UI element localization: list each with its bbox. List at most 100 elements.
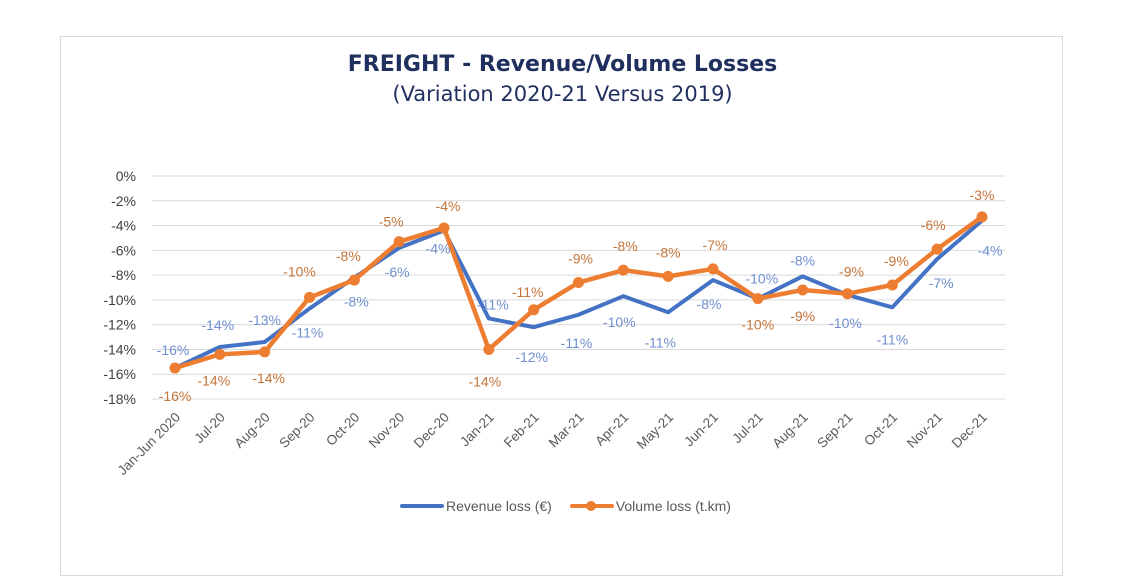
data-label-volume: -3% (970, 187, 995, 203)
data-label-volume: -8% (613, 238, 638, 254)
data-label-revenue: -6% (385, 264, 410, 280)
x-tick-label: Jan-Jun 2020 (115, 410, 183, 478)
x-tick-label: Jan-21 (457, 410, 497, 450)
x-tick-label: Feb-21 (501, 410, 542, 451)
y-tick-label: -16% (103, 366, 136, 382)
data-point-volume (752, 293, 764, 305)
data-label-volume: -9% (568, 251, 593, 267)
legend-item-volume[interactable]: Volume loss (t.km) (569, 498, 731, 514)
y-axis-ticks: 0% -2% -4% -6% -8% -10% -12% -14% -16% -18% (103, 168, 136, 407)
x-tick-label: Dec-21 (949, 410, 990, 451)
data-label-revenue: -7% (929, 275, 954, 291)
data-label-volume: -8% (656, 244, 681, 260)
x-tick-label: Mar-21 (546, 410, 587, 451)
x-tick-label: Nov-20 (366, 410, 407, 451)
y-tick-label: -10% (103, 292, 136, 308)
data-point-volume (842, 288, 853, 300)
data-label-volume: -14% (197, 372, 230, 388)
data-label-revenue: -10% (603, 314, 636, 330)
data-label-revenue: -8% (697, 296, 722, 312)
x-tick-label: Jul-20 (191, 410, 228, 447)
legend-item-revenue[interactable]: Revenue loss (€) (400, 498, 552, 514)
y-tick-label: 0% (116, 168, 136, 184)
x-tick-label: Sep-21 (814, 410, 855, 451)
data-point-volume (348, 274, 360, 286)
data-label-revenue: -11% (292, 325, 324, 341)
x-tick-label: Jun-21 (681, 410, 721, 450)
x-tick-label: Aug-21 (769, 410, 810, 451)
line-chart: 0% -2% -4% -6% -8% -10% -12% -14% -16% -18% Jan-J… (103, 168, 1005, 478)
data-point-volume (662, 270, 674, 282)
data-label-volume: -9% (839, 264, 864, 280)
data-point-volume (304, 291, 315, 303)
data-label-volume: -10% (741, 317, 774, 333)
legend-swatch-volume (569, 501, 614, 511)
data-label-volume: -11% (512, 284, 544, 300)
data-point-volume (976, 211, 988, 223)
data-point-volume (617, 264, 629, 276)
data-label-revenue: -4% (978, 243, 1003, 259)
data-label-revenue: -12% (515, 349, 548, 365)
data-point-volume (483, 343, 495, 355)
data-point-volume (707, 263, 719, 275)
chart-subtitle: (Variation 2020-21 Versus 2019) (392, 82, 733, 106)
legend-label-volume: Volume loss (t.km) (615, 498, 731, 514)
data-point-volume (214, 348, 226, 360)
data-label-revenue: -11% (561, 335, 593, 351)
data-label-volume: -8% (336, 248, 361, 264)
data-point-volume (393, 236, 405, 248)
x-tick-label: Apr-21 (592, 410, 631, 449)
data-label-revenue: -8% (790, 252, 815, 268)
x-tick-label: Sep-20 (276, 410, 317, 451)
y-tick-label: -6% (111, 242, 136, 258)
series-lines (169, 211, 988, 374)
legend-label-revenue: Revenue loss (€) (446, 498, 552, 514)
x-tick-label: Jul-21 (729, 410, 766, 447)
data-label-revenue: -14% (201, 317, 234, 333)
data-label-volume: -7% (703, 237, 728, 253)
data-labels: -16% -14% -13% -11% -8% -6% -4% -11% -12% -11% -10… (157, 187, 1003, 404)
legend: Revenue loss (€) Volume loss (t.km) (400, 498, 749, 514)
y-tick-label: -12% (103, 317, 136, 333)
data-label-revenue: -11% (877, 331, 909, 347)
data-label-revenue: -13% (248, 312, 281, 328)
legend-swatch-revenue (400, 501, 444, 511)
data-label-revenue: -11% (477, 296, 509, 312)
x-tick-label: Aug-20 (231, 410, 272, 451)
data-label-revenue: -10% (745, 271, 778, 287)
x-tick-label: May-21 (634, 410, 676, 452)
data-label-volume: -14% (252, 370, 285, 386)
x-tick-label: Oct-21 (861, 410, 900, 449)
data-label-volume: -5% (379, 214, 404, 230)
y-tick-label: -2% (111, 193, 136, 209)
data-label-volume: -9% (790, 308, 815, 324)
data-point-volume (438, 222, 450, 234)
gridlines (152, 175, 1005, 400)
x-tick-label: Oct-20 (323, 410, 362, 449)
data-point-volume (886, 279, 898, 291)
data-label-revenue: -4% (426, 241, 451, 257)
data-label-revenue: -10% (829, 315, 862, 331)
x-tick-label: Dec-20 (411, 410, 452, 451)
data-label-revenue: -8% (344, 294, 369, 310)
data-label-volume: -16% (159, 388, 192, 404)
chart-title: FREIGHT - Revenue/Volume Losses (347, 52, 778, 77)
y-tick-label: -18% (103, 391, 136, 407)
data-label-revenue: -11% (644, 334, 676, 350)
y-tick-label: -8% (111, 267, 136, 283)
data-point-volume (573, 277, 584, 289)
data-label-volume: -14% (468, 373, 501, 389)
data-point-volume (931, 243, 943, 255)
data-label-volume: -6% (921, 217, 946, 233)
y-tick-label: -14% (103, 341, 136, 357)
x-axis-ticks: Jan-Jun 2020 Jul-20 Aug-20 Sep-20 Oct-20 Nov-… (115, 410, 990, 478)
data-point-volume (169, 362, 181, 374)
data-point-volume (797, 284, 809, 296)
y-tick-label: -4% (111, 218, 136, 234)
data-label-volume: -10% (283, 263, 316, 279)
data-label-revenue: -16% (157, 342, 190, 358)
data-label-volume: -4% (436, 198, 461, 214)
data-point-volume (259, 346, 271, 358)
data-label-volume: -9% (884, 253, 909, 269)
data-point-volume (528, 304, 540, 316)
